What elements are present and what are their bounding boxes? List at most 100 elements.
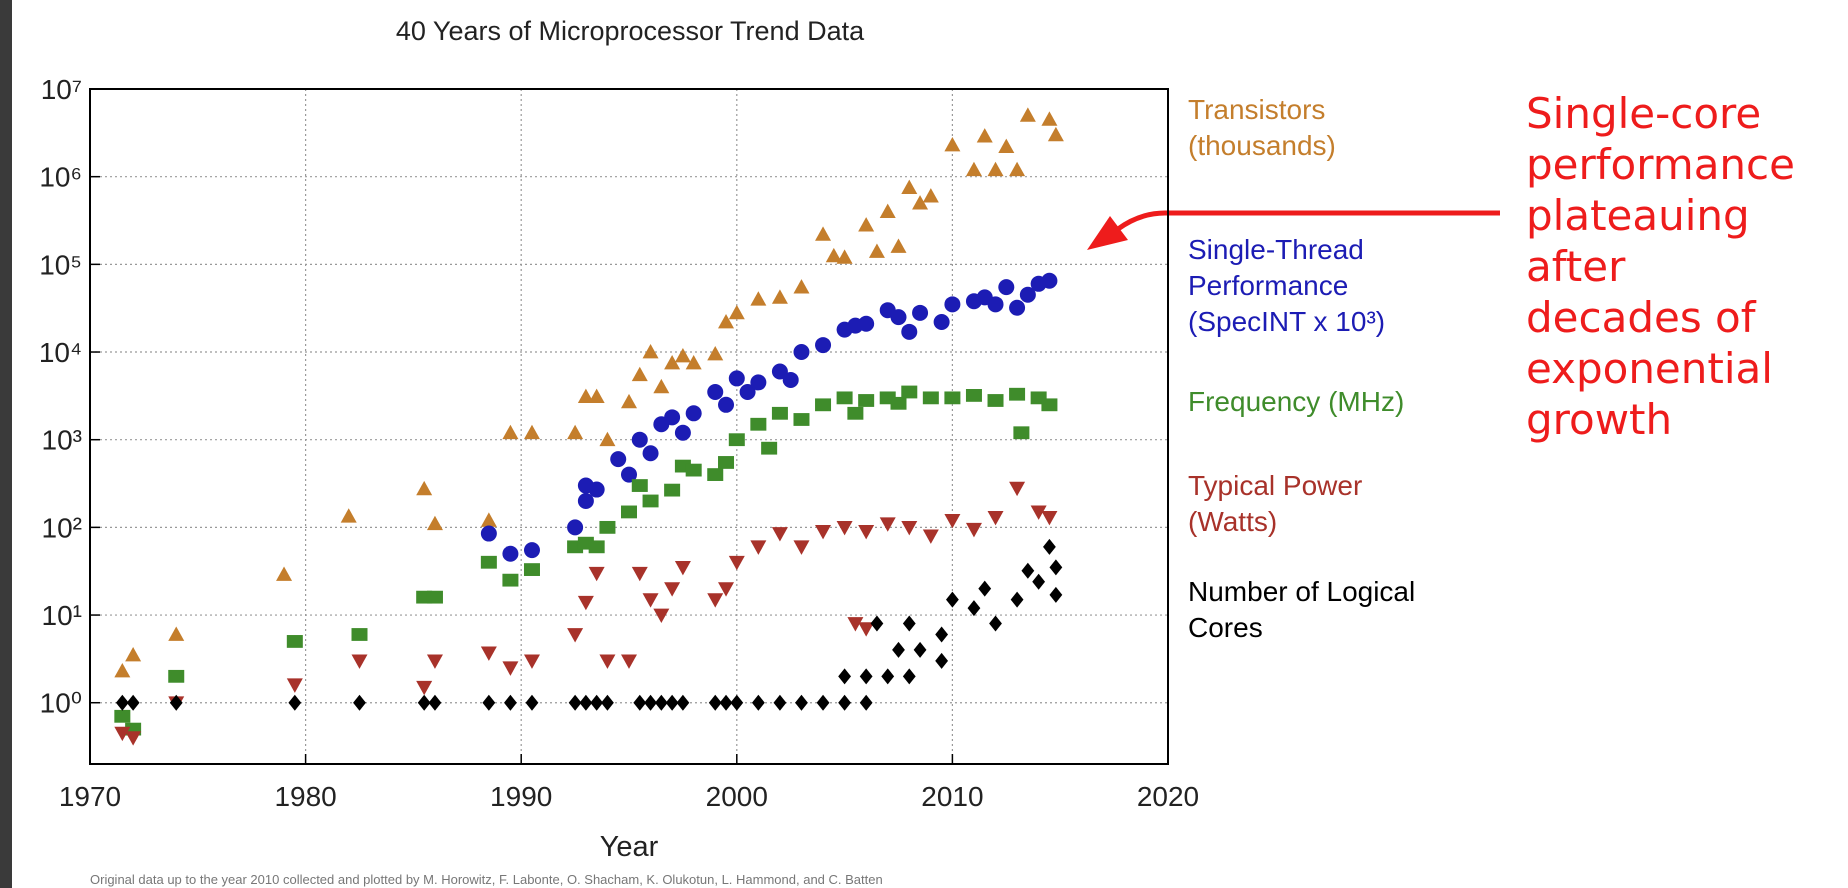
data-point [935,652,949,669]
data-point [965,522,982,538]
data-point [654,694,668,711]
data-point [642,494,659,508]
data-point [601,694,614,711]
data-point [685,354,702,370]
data-point [868,243,885,258]
data-point [847,617,864,632]
data-point [1032,573,1046,590]
chart-title: 40 Years of Microprocessor Trend Data [396,16,865,46]
data-point [567,628,584,643]
data-point [588,388,605,404]
data-point [168,626,185,641]
left-edge [0,0,12,888]
data-point [1009,161,1026,177]
y-tick-label: 10⁶ [39,162,82,193]
data-point [126,694,140,711]
data-point [125,647,142,662]
annotation-line: exponential [1526,344,1773,393]
data-point [631,479,648,492]
data-point [858,622,875,637]
data-point [879,203,896,218]
data-point [1021,562,1035,579]
data-point [967,600,981,617]
data-point [836,391,853,405]
data-point [718,314,735,329]
y-tick-label: 10¹ [42,600,82,631]
data-point [795,694,808,711]
data-point [718,456,735,469]
data-point [125,731,142,746]
data-point [750,291,767,306]
data-point [902,668,916,685]
data-point [674,424,691,441]
data-point [730,694,744,711]
data-point [685,405,702,422]
data-point [276,566,293,581]
data-point [664,409,681,426]
data-point [286,635,303,648]
data-point [621,654,637,669]
data-point [978,580,992,597]
data-point [664,354,681,370]
data-point [922,391,939,405]
data-point [588,566,605,582]
legend-entry: Transistors (thousands) [1188,94,1336,161]
data-point [946,591,959,608]
data-point [416,480,433,496]
data-point [707,345,724,361]
x-tick-label: 1970 [59,781,121,812]
data-point [750,540,767,555]
data-point [901,179,918,195]
data-point [621,466,637,483]
data-point [523,424,540,440]
data-point [114,663,131,678]
data-point [793,413,810,426]
data-point [890,396,907,410]
data-point [1009,481,1026,497]
data-point [933,314,950,331]
data-point [567,424,584,440]
data-point [815,226,832,241]
data-point [286,678,303,693]
data-point [987,394,1004,407]
data-point [901,385,918,399]
data-point [901,323,918,340]
data-point [426,654,443,669]
data-point [599,431,616,447]
data-point [588,540,605,554]
data-point [1041,398,1058,412]
data-point [965,389,982,402]
legend-entry: Single-Thread Performance (SpecINT x 10³… [1188,234,1386,337]
data-point [707,383,724,400]
data-point [935,626,949,643]
data-point [739,383,756,400]
data-point [665,694,679,711]
y-tick-label: 10⁵ [39,249,82,280]
data-point [504,694,517,711]
data-point [890,238,907,253]
annotation-line: after [1526,242,1626,291]
data-point [588,481,605,498]
data-point [664,582,681,597]
data-point [707,593,724,608]
data-point [642,593,659,608]
data-point [965,161,982,177]
data-point [858,217,875,232]
data-point [728,304,745,320]
data-point [599,520,616,534]
x-tick-label: 2010 [921,781,983,812]
data-point [771,406,788,420]
annotation-line: plateauing [1526,191,1750,240]
data-point [836,520,853,536]
data-point [771,527,788,542]
x-axis-label: Year [600,831,659,863]
data-point [944,136,961,152]
data-point [902,615,916,632]
data-point [577,388,594,404]
data-point [1041,111,1058,126]
data-point [987,510,1004,526]
data-point [351,628,368,641]
data-point [707,468,724,481]
data-point [1043,538,1056,555]
